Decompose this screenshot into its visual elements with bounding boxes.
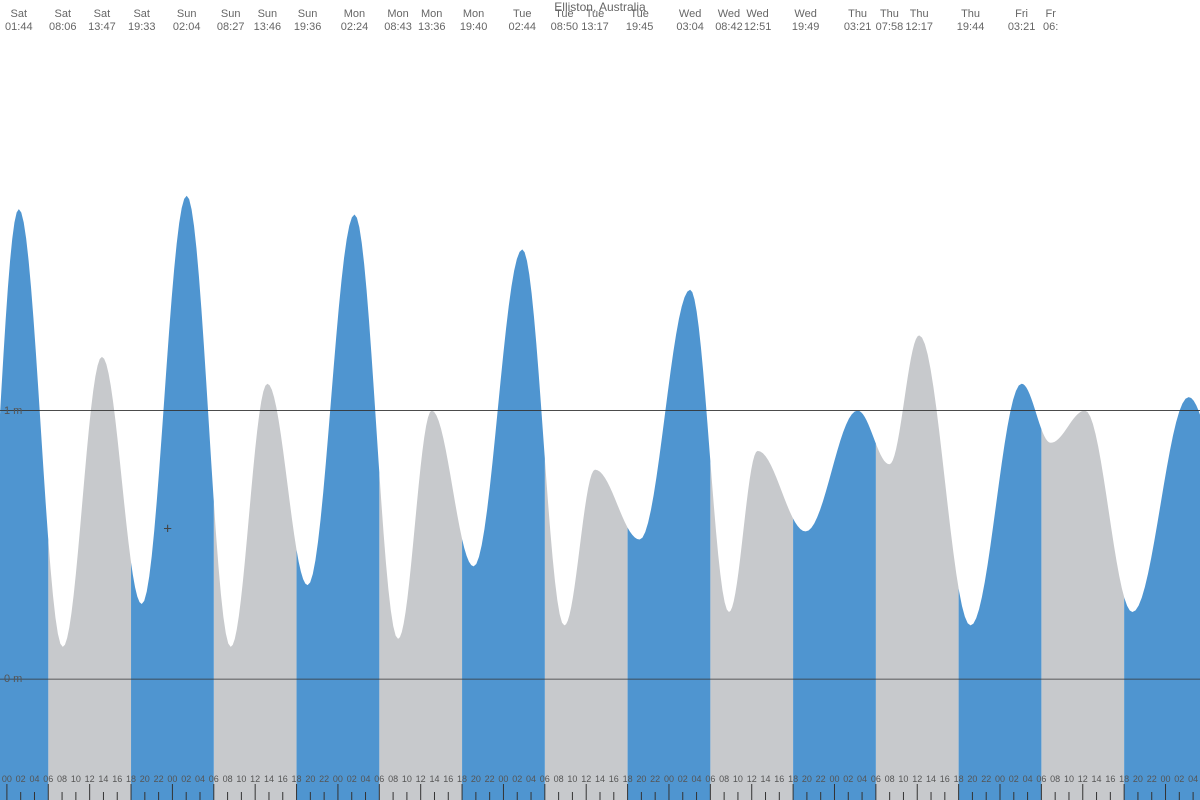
x-tick-label: 00 bbox=[1161, 774, 1171, 784]
plot-area: 0 m1 m0002040608101214161820220002040608… bbox=[0, 48, 1200, 800]
x-tick-label: 18 bbox=[457, 774, 467, 784]
x-tick-label: 22 bbox=[485, 774, 495, 784]
y-tick-label: 0 m bbox=[4, 673, 22, 685]
x-tick-label: 02 bbox=[1009, 774, 1019, 784]
x-tick-label: 06 bbox=[871, 774, 881, 784]
x-tick-label: 10 bbox=[71, 774, 81, 784]
x-tick-label: 12 bbox=[250, 774, 260, 784]
x-tick-label: 06 bbox=[374, 774, 384, 784]
x-tick-label: 20 bbox=[1133, 774, 1143, 784]
x-tick-label: 10 bbox=[898, 774, 908, 784]
x-tick-label: 22 bbox=[981, 774, 991, 784]
x-tick-label: 18 bbox=[1119, 774, 1129, 784]
x-tick-label: 14 bbox=[926, 774, 936, 784]
x-tick-label: 12 bbox=[85, 774, 95, 784]
x-tick-label: 18 bbox=[954, 774, 964, 784]
x-tick-label: 04 bbox=[526, 774, 536, 784]
x-tick-label: 14 bbox=[264, 774, 274, 784]
x-tick-label: 18 bbox=[126, 774, 136, 784]
x-tick-label: 00 bbox=[167, 774, 177, 784]
x-tick-label: 10 bbox=[733, 774, 743, 784]
x-tick-label: 10 bbox=[402, 774, 412, 784]
x-tick-label: 08 bbox=[57, 774, 67, 784]
x-tick-label: 04 bbox=[195, 774, 205, 784]
x-tick-label: 04 bbox=[1188, 774, 1198, 784]
x-tick-label: 16 bbox=[609, 774, 619, 784]
x-tick-label: 12 bbox=[416, 774, 426, 784]
x-tick-label: 10 bbox=[236, 774, 246, 784]
tide-time-header: ri29Sat01:44Sat08:06Sat13:47Sat19:33Sun0… bbox=[0, 8, 1200, 48]
x-tick-label: 04 bbox=[1023, 774, 1033, 784]
x-tick-label: 06 bbox=[1036, 774, 1046, 784]
x-tick-label: 16 bbox=[112, 774, 122, 784]
x-tick-label: 16 bbox=[940, 774, 950, 784]
x-tick-label: 08 bbox=[719, 774, 729, 784]
x-tick-label: 14 bbox=[595, 774, 605, 784]
x-tick-label: 12 bbox=[912, 774, 922, 784]
x-tick-label: 18 bbox=[623, 774, 633, 784]
x-tick-label: 06 bbox=[705, 774, 715, 784]
x-tick-label: 02 bbox=[678, 774, 688, 784]
x-tick-label: 14 bbox=[1092, 774, 1102, 784]
x-tick-label: 20 bbox=[140, 774, 150, 784]
x-tick-label: 08 bbox=[554, 774, 564, 784]
x-tick-label: 08 bbox=[388, 774, 398, 784]
x-tick-label: 16 bbox=[1105, 774, 1115, 784]
x-tick-label: 18 bbox=[292, 774, 302, 784]
x-tick-label: 02 bbox=[1174, 774, 1184, 784]
tide-chart: Elliston, Australia ri29Sat01:44Sat08:06… bbox=[0, 0, 1200, 800]
x-tick-label: 20 bbox=[636, 774, 646, 784]
x-tick-label: 02 bbox=[347, 774, 357, 784]
x-tick-label: 22 bbox=[154, 774, 164, 784]
crosshair-marker: + bbox=[163, 521, 172, 536]
x-tick-label: 06 bbox=[540, 774, 550, 784]
x-tick-label: 12 bbox=[747, 774, 757, 784]
y-tick-label: 1 m bbox=[4, 405, 22, 417]
x-tick-label: 02 bbox=[181, 774, 191, 784]
x-tick-label: 18 bbox=[788, 774, 798, 784]
x-tick-label: 22 bbox=[650, 774, 660, 784]
x-tick-label: 02 bbox=[16, 774, 26, 784]
x-tick-label: 16 bbox=[443, 774, 453, 784]
x-tick-label: 16 bbox=[774, 774, 784, 784]
x-tick-label: 16 bbox=[278, 774, 288, 784]
x-tick-label: 22 bbox=[1147, 774, 1157, 784]
x-tick-label: 06 bbox=[43, 774, 53, 784]
x-tick-label: 08 bbox=[1050, 774, 1060, 784]
x-tick-label: 20 bbox=[802, 774, 812, 784]
x-tick-label: 02 bbox=[512, 774, 522, 784]
x-tick-label: 04 bbox=[692, 774, 702, 784]
x-tick-label: 08 bbox=[223, 774, 233, 784]
x-tick-label: 20 bbox=[967, 774, 977, 784]
x-tick-label: 00 bbox=[2, 774, 12, 784]
x-tick-label: 12 bbox=[581, 774, 591, 784]
x-tick-label: 06 bbox=[209, 774, 219, 784]
x-tick-label: 00 bbox=[829, 774, 839, 784]
x-tick-label: 12 bbox=[1078, 774, 1088, 784]
x-tick-label: 10 bbox=[567, 774, 577, 784]
x-tick-label: 22 bbox=[319, 774, 329, 784]
x-tick-label: 00 bbox=[333, 774, 343, 784]
x-tick-label: 14 bbox=[761, 774, 771, 784]
x-tick-label: 22 bbox=[816, 774, 826, 784]
x-tick-label: 04 bbox=[29, 774, 39, 784]
x-tick-label: 08 bbox=[885, 774, 895, 784]
x-tick-label: 14 bbox=[429, 774, 439, 784]
x-tick-label: 02 bbox=[843, 774, 853, 784]
x-tick-label: 14 bbox=[98, 774, 108, 784]
page-title: Elliston, Australia bbox=[0, 0, 1200, 14]
x-tick-label: 00 bbox=[995, 774, 1005, 784]
x-tick-label: 20 bbox=[471, 774, 481, 784]
x-tick-label: 04 bbox=[361, 774, 371, 784]
x-tick-label: 10 bbox=[1064, 774, 1074, 784]
x-tick-label: 04 bbox=[857, 774, 867, 784]
x-tick-label: 00 bbox=[498, 774, 508, 784]
x-tick-label: 00 bbox=[664, 774, 674, 784]
x-tick-label: 20 bbox=[305, 774, 315, 784]
